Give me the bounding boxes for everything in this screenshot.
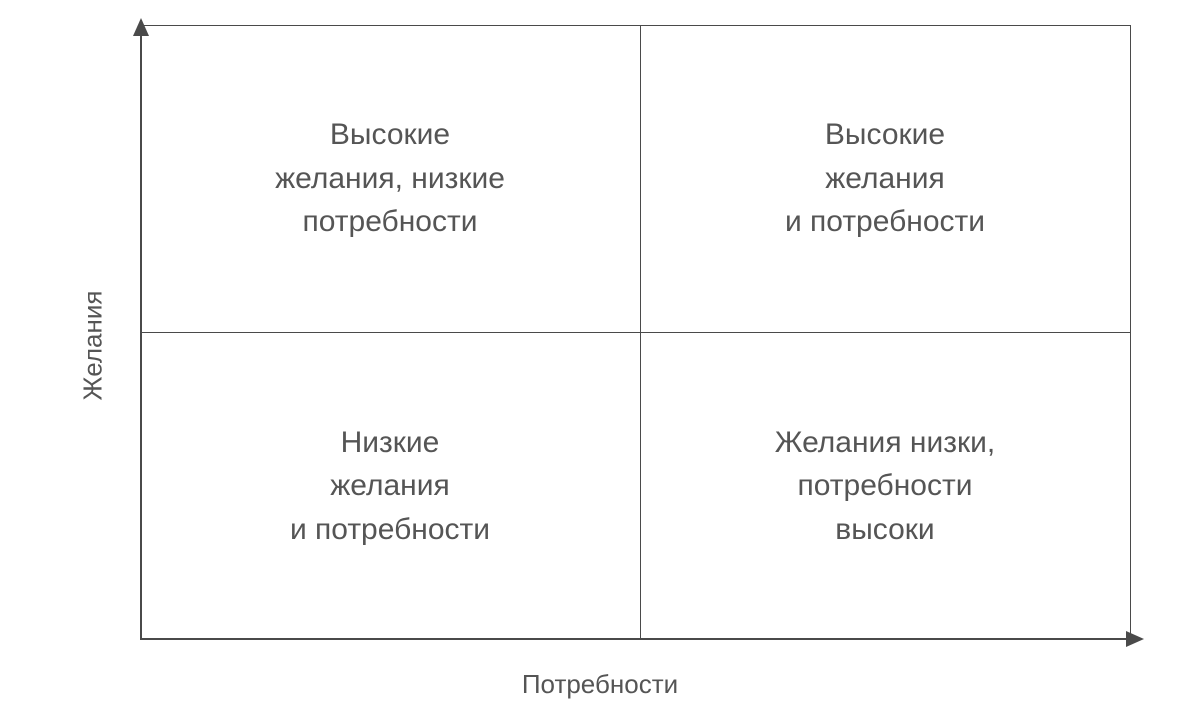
quadrant-top-right: Высокиежеланияи потребности: [640, 25, 1130, 332]
quadrant-bottom-left: Низкиежеланияи потребности: [140, 332, 640, 640]
x-axis-label: Потребности: [522, 669, 678, 700]
quadrant-top-left-text: Высокиежелания, низкиепотребности: [275, 113, 505, 244]
quadrant-bottom-right-text: Желания низки,потребностивысоки: [775, 421, 995, 552]
quadrant-diagram: Желания Потребности Высокиежелания, низк…: [50, 20, 1150, 690]
quadrant-top-right-text: Высокиежеланияи потребности: [785, 113, 985, 244]
matrix-right-border: [1130, 25, 1131, 640]
y-axis-label: Желания: [77, 291, 108, 401]
quadrant-bottom-left-text: Низкиежеланияи потребности: [290, 421, 490, 552]
quadrant-top-left: Высокиежелания, низкиепотребности: [140, 25, 640, 332]
quadrant-bottom-right: Желания низки,потребностивысоки: [640, 332, 1130, 640]
